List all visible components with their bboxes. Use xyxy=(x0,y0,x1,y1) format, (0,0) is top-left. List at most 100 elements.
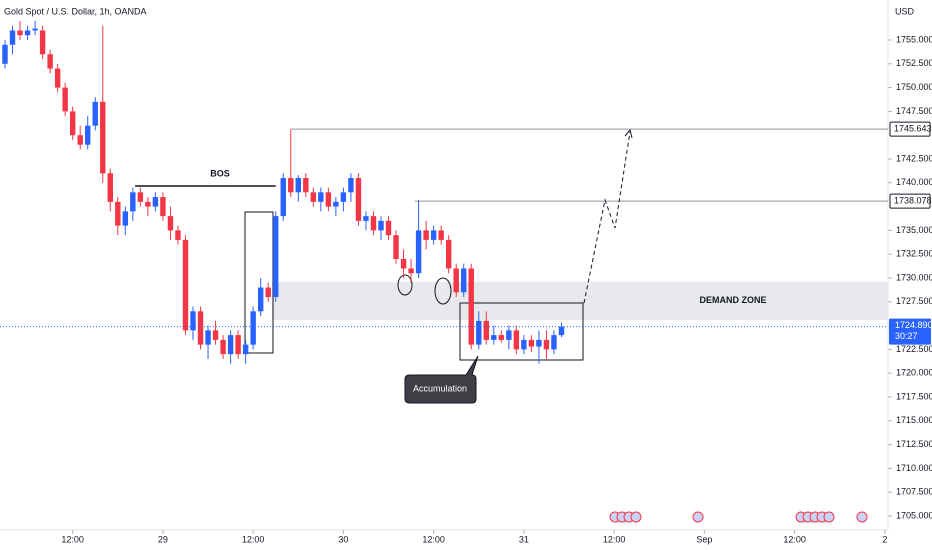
candle-body xyxy=(265,287,271,298)
candle-body xyxy=(491,335,497,340)
y-tick-label: 1715.000 xyxy=(896,415,932,425)
candle-body xyxy=(39,30,46,55)
candle-body xyxy=(506,330,512,340)
candle-body xyxy=(190,311,196,331)
event-flags xyxy=(609,511,868,523)
y-tick-label: 1720.000 xyxy=(896,368,932,378)
candle-body xyxy=(543,339,550,350)
candle-body xyxy=(77,135,83,145)
x-tick-label: 2 xyxy=(882,534,887,544)
x-tick-label: 12:00 xyxy=(61,534,84,544)
candle-body xyxy=(423,230,429,240)
candle-body xyxy=(288,178,294,193)
candle-body xyxy=(551,335,557,350)
candle-body xyxy=(483,320,489,340)
candle-body xyxy=(385,220,392,236)
candle-body xyxy=(167,216,174,231)
x-tick-label: 12:00 xyxy=(422,534,445,544)
candle-body xyxy=(461,268,467,293)
callout-box xyxy=(404,355,479,404)
candle-body xyxy=(340,192,347,202)
candle-body xyxy=(513,330,520,350)
candle-body xyxy=(24,30,31,36)
y-tick-label: 1740.000 xyxy=(896,177,932,187)
candle-body xyxy=(175,230,181,240)
y-tick-label: 1747.500 xyxy=(896,106,932,116)
candle-body xyxy=(160,197,166,217)
y-tick-label: 1742.500 xyxy=(896,153,932,163)
chart-title: Gold Spot / U.S. Dollar, 1h, OANDA xyxy=(4,6,147,16)
y-tick-label: 1730.000 xyxy=(896,272,932,282)
y-tick-label: 1705.000 xyxy=(896,510,932,520)
demand-zone xyxy=(271,281,888,320)
candle-body xyxy=(205,330,211,345)
candle-body xyxy=(528,339,535,347)
candle-body xyxy=(54,68,61,88)
y-tick-label: 1735.000 xyxy=(896,225,932,235)
callout-label: Accumulation xyxy=(413,383,467,393)
candle-body xyxy=(152,197,159,207)
y-tick-label: 1722.500 xyxy=(896,344,932,354)
x-tick-label: 12:00 xyxy=(783,534,806,544)
candle-body xyxy=(182,239,189,331)
candle-body xyxy=(242,344,249,355)
candle-body xyxy=(303,178,309,193)
x-tick-label: 12:00 xyxy=(242,534,265,544)
y-tick-label: 1755.000 xyxy=(896,34,932,44)
candle-body xyxy=(295,178,301,193)
candle-body xyxy=(498,335,505,340)
candle-body xyxy=(536,339,542,347)
x-tick-label: 31 xyxy=(519,534,529,544)
candle-body xyxy=(378,220,384,231)
candle-body xyxy=(9,30,16,45)
candle-body xyxy=(476,320,482,345)
candle-body xyxy=(325,192,332,207)
candle-body xyxy=(348,178,354,193)
y-tick-label: 1727.500 xyxy=(896,296,932,306)
candle-body xyxy=(521,339,527,350)
y-tick-label: 1707.500 xyxy=(896,487,932,497)
impulse-box xyxy=(244,211,274,354)
candle-body xyxy=(415,230,422,274)
candle-body xyxy=(273,216,279,298)
candle-body xyxy=(197,311,204,345)
candle-body xyxy=(137,192,144,202)
candle-body xyxy=(115,201,121,226)
candle-body xyxy=(333,201,339,207)
candle-body xyxy=(445,239,452,269)
liquidity-circle xyxy=(434,277,452,305)
candle-body xyxy=(122,211,129,226)
currency-label: USD xyxy=(895,6,915,16)
candle-body xyxy=(393,235,399,259)
candle-body xyxy=(212,330,219,340)
candle-body xyxy=(280,178,286,217)
candle-body xyxy=(430,230,437,240)
projection-arrowhead xyxy=(624,128,633,139)
candle-body xyxy=(468,268,474,345)
candle-body xyxy=(92,101,98,126)
candle-body xyxy=(85,125,91,145)
candle-body xyxy=(32,28,38,31)
candle-body xyxy=(145,201,151,207)
candle-body xyxy=(355,178,362,221)
candle-body xyxy=(310,192,317,202)
candle-body xyxy=(62,87,68,112)
candle-body xyxy=(107,173,113,202)
accumulation-box xyxy=(459,302,584,361)
candle-body xyxy=(400,258,407,269)
x-tick-label: 30 xyxy=(338,534,348,544)
candle-body xyxy=(227,335,234,355)
y-tick-label: 1710.000 xyxy=(896,463,932,473)
y-tick-label: 1712.500 xyxy=(896,439,932,449)
x-tick-label: 29 xyxy=(158,534,168,544)
candle-body xyxy=(130,192,136,212)
projection-arrow xyxy=(583,131,631,304)
candle-body xyxy=(318,192,324,202)
candle-body xyxy=(363,216,369,221)
candle-body xyxy=(235,335,241,355)
candle-body xyxy=(220,339,226,355)
y-tick-label: 1752.500 xyxy=(896,58,932,68)
current-price-label: 1724.890 xyxy=(895,320,932,330)
liquidity-circle xyxy=(397,274,413,296)
